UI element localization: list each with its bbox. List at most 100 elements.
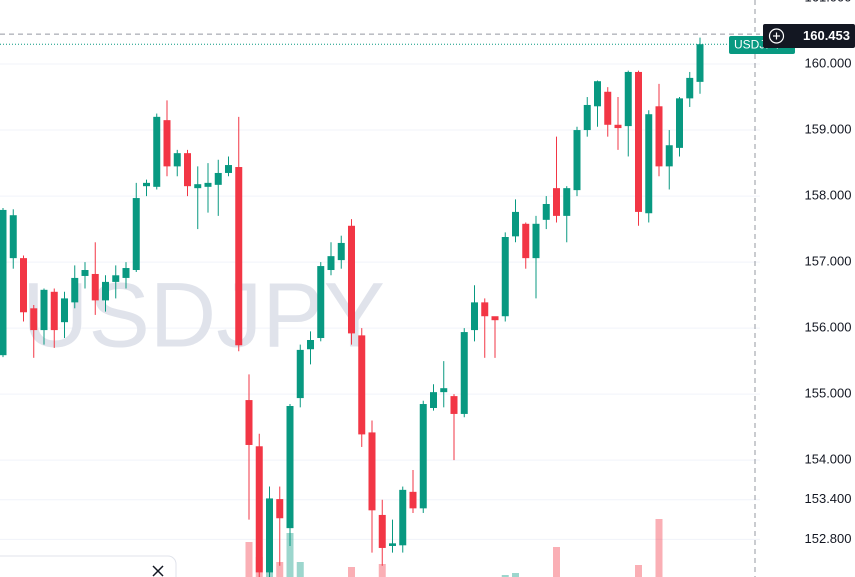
candle-body [368,432,376,511]
y-tick-label: 152.800 [805,531,852,546]
candle-body [573,130,581,191]
candle-body [419,404,427,509]
candle-body [317,266,325,339]
candle-body [112,275,120,282]
candle-body [696,44,704,82]
candle-body [40,289,48,331]
candle-body [542,203,550,220]
candle-body [255,446,263,573]
price-axis [760,0,855,577]
candle-body [460,332,468,414]
y-tick-label: 153.400 [805,491,852,506]
add-icon[interactable] [768,28,785,44]
candle-body [358,335,366,435]
candle-body [501,237,509,317]
candle-body [594,81,601,107]
y-tick-label: 155.000 [805,386,852,401]
volume-bar [286,533,294,577]
volume-bar [276,562,284,577]
candle-body [645,114,653,214]
candle-body [50,291,58,331]
candle-body [132,198,140,271]
candle-body [389,543,396,546]
candle-body [30,308,38,331]
candle-body [583,104,591,131]
volume-bar [512,573,519,577]
volume-layer [245,519,663,577]
y-tick-label: 156.000 [805,320,852,335]
candle-body [122,268,130,278]
crosshair-label-bg [763,24,855,48]
crosshair-price: 160.453 [803,28,850,43]
candle-body [532,223,540,259]
y-tick-label: 158.000 [805,188,852,203]
candle-body [9,215,17,259]
candle-body [624,71,632,127]
candle-body [348,225,355,334]
y-tick-label: 161.000 [805,0,852,4]
candle-body [214,172,222,185]
y-tick-label: 160.000 [805,55,852,70]
candle-body [153,116,161,187]
popup [0,555,177,577]
candle-body [481,302,489,317]
candle-body [61,298,68,323]
candle-body [665,145,673,167]
volume-bar [378,564,386,577]
candle-body [655,106,663,167]
grid [0,63,760,540]
candle-body [71,277,79,303]
candle-body [235,167,243,346]
close-x2 [152,565,164,577]
candle-body [491,316,499,321]
candle-body [307,339,314,350]
candle-body [512,211,519,237]
volume-bar [348,567,355,577]
candle-body [204,182,212,187]
price-axis-labels: 152.800 153.400 154.000 155.000 156.000 157.0… [805,0,852,546]
volume-bar [501,575,509,577]
candle-body [266,498,273,573]
y-tick-label: 154.000 [805,452,852,467]
candle-body [102,281,109,301]
candle-body [399,489,407,546]
candle-body [471,302,478,331]
crosshair-label[interactable]: 160.453 [763,24,855,48]
y-tick-label: 157.000 [805,254,852,269]
candle-body [409,491,417,509]
candle-body [430,392,437,408]
volume-bar [635,565,642,577]
candle-body [614,124,622,129]
candles-layer [0,37,704,577]
popup-bg [0,555,177,577]
candle-body [450,396,458,414]
candle-body [686,77,694,99]
candle-body [91,273,99,301]
candle-body [635,71,642,212]
close-button[interactable] [152,565,164,577]
candle-body [163,120,171,167]
candle-body [563,188,571,216]
candle-body [337,242,345,261]
candle-body [245,400,253,445]
volume-bar [553,547,560,577]
candle-body [604,91,612,125]
candle-body [286,406,294,529]
watermark: USDJPY [22,264,385,366]
volume-bar [245,542,253,577]
candle-body [0,209,7,356]
candle-body [296,349,304,399]
candle-body [440,388,448,393]
candle-body [522,223,530,259]
price-lines [0,33,760,45]
candle-body [194,184,202,189]
candle-body [184,153,191,187]
candle-body [143,182,150,187]
candle-body [225,165,232,173]
candle-body [676,98,683,148]
candle-body [81,270,89,276]
candle-body [327,256,335,271]
y-tick-label: 159.000 [805,121,852,136]
